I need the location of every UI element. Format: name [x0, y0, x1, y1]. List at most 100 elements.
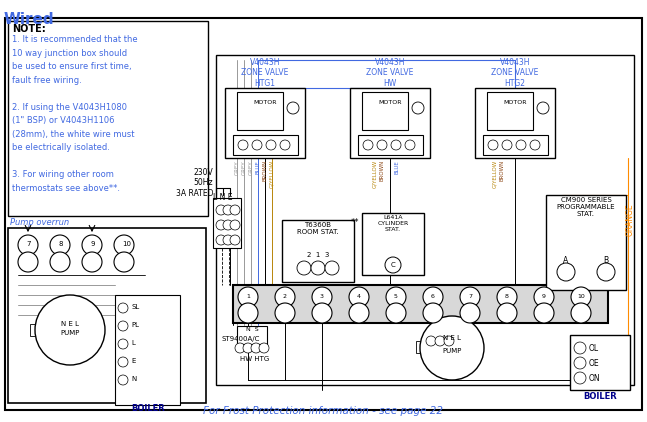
Text: GREY: GREY [248, 160, 254, 175]
Bar [88, 324, 100, 336]
Circle shape [82, 235, 102, 255]
Text: For Frost Protection information - see page 22: For Frost Protection information - see p… [203, 406, 443, 416]
Circle shape [385, 257, 401, 273]
Text: 7: 7 [468, 295, 472, 300]
Text: B: B [604, 256, 609, 265]
Circle shape [391, 140, 401, 150]
Text: ST9400A/C: ST9400A/C [221, 336, 259, 342]
Text: 4: 4 [357, 295, 361, 300]
Circle shape [216, 205, 226, 215]
Circle shape [571, 287, 591, 307]
Text: 10 way junction box should: 10 way junction box should [12, 49, 127, 57]
Text: MOTOR: MOTOR [253, 100, 277, 105]
Text: OE: OE [589, 359, 600, 368]
Text: L N E: L N E [213, 193, 232, 202]
Bar [487, 92, 533, 130]
Circle shape [238, 303, 258, 323]
Circle shape [287, 102, 299, 114]
Circle shape [444, 336, 454, 346]
Circle shape [230, 235, 240, 245]
Circle shape [118, 357, 128, 367]
Bar [74, 321, 82, 329]
Text: 2: 2 [283, 295, 287, 300]
Text: G/YELLOW: G/YELLOW [270, 160, 274, 188]
Circle shape [574, 357, 586, 369]
Text: T6360B
ROOM STAT.: T6360B ROOM STAT. [297, 222, 339, 235]
Text: BROWN: BROWN [380, 160, 384, 181]
Text: 3: 3 [320, 295, 324, 300]
Circle shape [238, 287, 258, 307]
Circle shape [235, 343, 245, 353]
Circle shape [50, 235, 70, 255]
Text: be used to ensure first time,: be used to ensure first time, [12, 62, 131, 71]
Circle shape [312, 287, 332, 307]
Circle shape [502, 140, 512, 150]
Text: 8: 8 [505, 295, 509, 300]
Circle shape [18, 252, 38, 272]
Circle shape [275, 303, 295, 323]
Bar [362, 92, 408, 130]
Circle shape [266, 140, 276, 150]
Circle shape [118, 339, 128, 349]
Text: L: L [131, 340, 135, 346]
Bar [282, 220, 354, 282]
Text: SL: SL [131, 304, 139, 310]
Bar [216, 55, 634, 385]
Circle shape [574, 342, 586, 354]
Text: thermostats see above**.: thermostats see above**. [12, 184, 120, 192]
Text: 3. For wiring other room: 3. For wiring other room [12, 170, 114, 179]
Text: 1: 1 [246, 295, 250, 300]
Text: N: N [131, 376, 137, 382]
Bar [416, 341, 428, 353]
Text: fault free wiring.: fault free wiring. [12, 76, 82, 84]
Circle shape [50, 252, 70, 272]
Text: 9: 9 [542, 295, 546, 300]
Circle shape [18, 235, 38, 255]
Circle shape [423, 287, 443, 307]
Text: CM900 SERIES
PROGRAMMABLE
STAT.: CM900 SERIES PROGRAMMABLE STAT. [556, 197, 615, 217]
Circle shape [259, 343, 269, 353]
Text: G/YELLOW: G/YELLOW [373, 160, 377, 188]
Text: MOTOR: MOTOR [503, 100, 527, 105]
Bar [30, 324, 42, 336]
Bar [213, 198, 241, 248]
Circle shape [574, 372, 586, 384]
Circle shape [325, 261, 339, 275]
Circle shape [251, 343, 261, 353]
Circle shape [488, 140, 498, 150]
Circle shape [252, 140, 262, 150]
Text: Pump overrun: Pump overrun [10, 218, 69, 227]
Circle shape [435, 336, 445, 346]
Text: ON: ON [589, 374, 600, 383]
Circle shape [118, 303, 128, 313]
Circle shape [426, 336, 436, 346]
Text: V4043H
ZONE VALVE
HTG1: V4043H ZONE VALVE HTG1 [241, 58, 289, 88]
Bar [546, 195, 626, 290]
Text: PUMP: PUMP [60, 330, 80, 336]
Circle shape [423, 303, 443, 323]
Circle shape [497, 287, 517, 307]
Text: (1" BSP) or V4043H1106: (1" BSP) or V4043H1106 [12, 116, 115, 125]
Text: C: C [391, 262, 395, 268]
Circle shape [349, 303, 369, 323]
Text: 10: 10 [122, 241, 131, 247]
Text: N E L: N E L [61, 321, 79, 327]
Text: E: E [131, 358, 135, 364]
Text: N  S: N S [246, 327, 258, 332]
Bar [115, 295, 180, 405]
Circle shape [597, 263, 615, 281]
Text: (28mm), the white wire must: (28mm), the white wire must [12, 130, 135, 138]
Text: 7: 7 [26, 241, 30, 247]
Circle shape [312, 303, 332, 323]
Circle shape [280, 140, 290, 150]
Circle shape [516, 140, 526, 150]
Bar [362, 213, 424, 275]
Text: BROWN: BROWN [263, 160, 267, 181]
Bar [475, 88, 555, 158]
Text: 8: 8 [58, 241, 63, 247]
Text: G/YELLOW: G/YELLOW [492, 160, 498, 188]
Bar [50, 321, 58, 329]
Circle shape [223, 205, 233, 215]
Bar [570, 335, 630, 390]
Bar [8, 228, 206, 403]
